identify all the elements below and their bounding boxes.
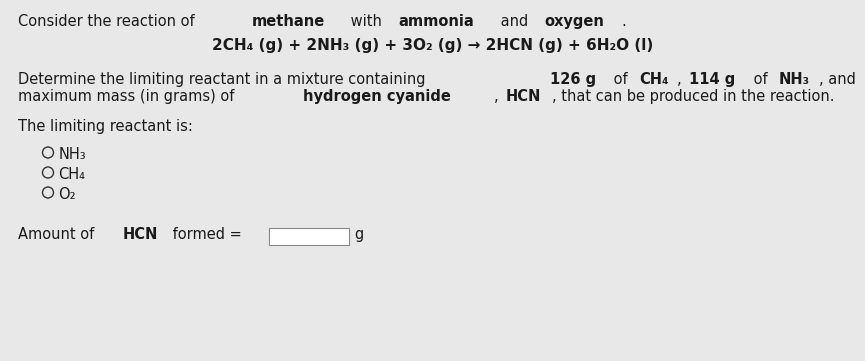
Text: NH₃: NH₃ [59, 147, 86, 162]
FancyBboxPatch shape [269, 228, 349, 245]
Text: NH₃: NH₃ [779, 72, 810, 87]
Text: ammonia: ammonia [399, 14, 474, 29]
Text: methane: methane [252, 14, 325, 29]
Text: hydrogen cyanide: hydrogen cyanide [303, 89, 451, 104]
Text: HCN: HCN [506, 89, 541, 104]
Text: formed =: formed = [168, 227, 247, 242]
Text: of: of [609, 72, 632, 87]
Text: g: g [354, 227, 363, 242]
Text: ,: , [494, 89, 503, 104]
Text: CH₄: CH₄ [639, 72, 669, 87]
Text: Determine the limiting reactant in a mixture containing: Determine the limiting reactant in a mix… [18, 72, 430, 87]
Text: 114 g: 114 g [689, 72, 735, 87]
Text: of: of [749, 72, 772, 87]
Text: The limiting reactant is:: The limiting reactant is: [18, 119, 193, 134]
Text: , and: , and [819, 72, 861, 87]
Text: and: and [497, 14, 533, 29]
Text: oxygen: oxygen [544, 14, 604, 29]
Text: 126 g: 126 g [550, 72, 596, 87]
Text: CH₄: CH₄ [59, 167, 86, 182]
Text: 2CH₄ (g) + 2NH₃ (g) + 3O₂ (g) → 2HCN (g) + 6H₂O (l): 2CH₄ (g) + 2NH₃ (g) + 3O₂ (g) → 2HCN (g)… [212, 38, 653, 53]
Text: Consider the reaction of: Consider the reaction of [18, 14, 199, 29]
Text: maximum mass (in grams) of: maximum mass (in grams) of [18, 89, 239, 104]
Text: O₂: O₂ [59, 187, 76, 202]
Text: HCN: HCN [122, 227, 157, 242]
Text: , that can be produced in the reaction.: , that can be produced in the reaction. [552, 89, 834, 104]
Text: with: with [346, 14, 387, 29]
Text: Amount of: Amount of [18, 227, 99, 242]
Text: ,: , [677, 72, 687, 87]
Text: .: . [621, 14, 626, 29]
